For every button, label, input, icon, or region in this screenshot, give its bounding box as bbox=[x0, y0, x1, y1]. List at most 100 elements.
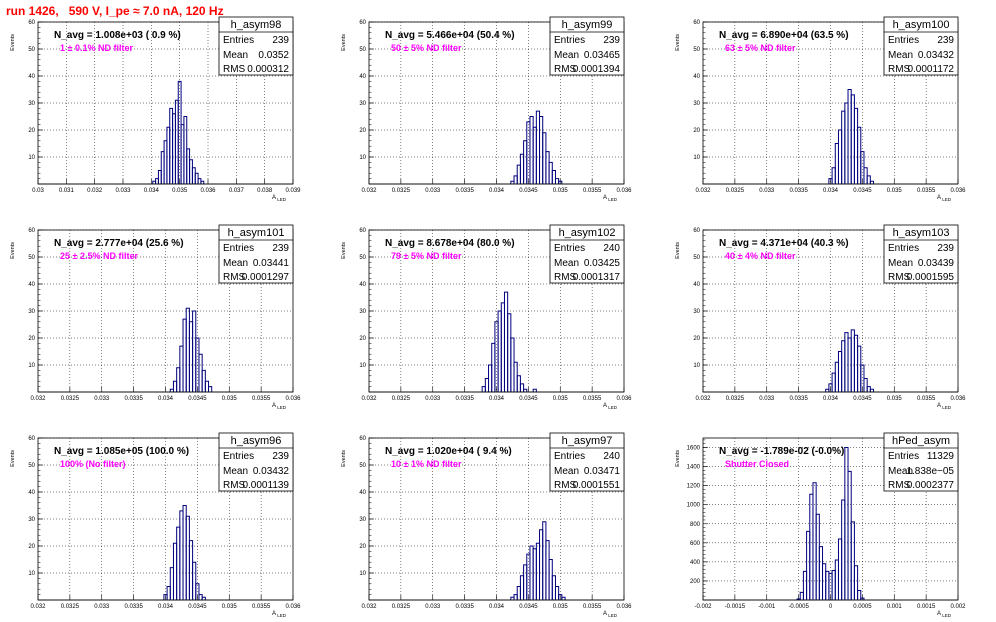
x-tick-label: 0.002 bbox=[950, 604, 966, 610]
histogram-panel-hPed_asym: -0.002 -0.0015 -0.001 -0.0005 0 0.0005 0.001 0.… bbox=[675, 432, 966, 618]
stats-rms-label: RMS bbox=[223, 272, 246, 283]
stats-mean-label: Mean bbox=[888, 50, 913, 61]
n-avg-label: N_avg = 6.890e+04 (63.5 %) bbox=[719, 30, 849, 41]
x-tick-label: 0.0325 bbox=[61, 604, 80, 610]
stats-box bbox=[883, 432, 959, 492]
y-tick-label: 10 bbox=[28, 155, 35, 161]
y-axis-title: Events bbox=[341, 450, 347, 467]
stats-mean-label: Mean bbox=[223, 50, 248, 61]
filter-label: 1 ± 0.1% ND filter bbox=[60, 43, 133, 53]
histogram-bin bbox=[192, 561, 197, 600]
stats-entries-value: 240 bbox=[603, 243, 620, 254]
n-avg-label: N_avg = 2.777e+04 (25.6 %) bbox=[54, 238, 184, 249]
filter-label: 79 ± 5% ND filter bbox=[391, 251, 462, 261]
histogram-bin bbox=[519, 383, 525, 392]
y-tick-label: 50 bbox=[359, 463, 366, 469]
y-tick-label: 40 bbox=[359, 282, 366, 288]
stats-title: h_asym99 bbox=[562, 19, 613, 31]
stats-rms-label: RMS bbox=[223, 480, 246, 491]
x-tick-label: 0.035 bbox=[887, 188, 903, 194]
stats-entries-value: 239 bbox=[937, 243, 954, 254]
stats-rms-value: 0.0001394 bbox=[573, 64, 621, 75]
stats-mean-label: Mean bbox=[888, 466, 913, 477]
x-tick-label: 0.036 bbox=[616, 396, 632, 402]
y-axis-title: Events bbox=[675, 34, 681, 51]
x-tick-label: 0.0325 bbox=[726, 396, 745, 402]
histogram-panel-h_asym96: 0.032 0.0325 0.033 0.0335 0.034 0.0345 0.035 0.… bbox=[10, 432, 301, 618]
stats-mean-label: Mean bbox=[223, 466, 248, 477]
x-axis-title: A LED bbox=[937, 611, 952, 618]
y-tick-label: 60 bbox=[28, 436, 35, 442]
stats-entries-label: Entries bbox=[223, 451, 254, 462]
x-tick-label: 0.035 bbox=[887, 396, 903, 402]
x-tick-label: 0.033 bbox=[115, 188, 131, 194]
x-tick-label: 0.0355 bbox=[583, 188, 602, 194]
filter-label: Shutter Closed bbox=[725, 459, 789, 469]
x-tick-label: 0.033 bbox=[759, 188, 775, 194]
stats-rms-value: 0.0001139 bbox=[242, 480, 289, 491]
y-tick-label: 20 bbox=[28, 128, 35, 134]
x-tick-label: 0.0355 bbox=[917, 396, 936, 402]
x-tick-label: 0.034 bbox=[489, 396, 505, 402]
histogram-bin bbox=[869, 388, 875, 392]
x-tick-label: 0.035 bbox=[172, 188, 188, 194]
stats-entries-value: 240 bbox=[603, 451, 620, 462]
y-tick-label: 20 bbox=[693, 128, 700, 134]
x-tick-label: 0.03 bbox=[32, 188, 44, 194]
x-axis-title-main: A bbox=[603, 195, 607, 201]
y-axis-title: Events bbox=[10, 242, 16, 259]
y-tick-label: 1200 bbox=[687, 484, 701, 490]
histogram-bin bbox=[860, 597, 865, 600]
histogram-bin bbox=[869, 180, 875, 184]
y-tick-label: 60 bbox=[28, 20, 35, 26]
x-tick-label: 0.031 bbox=[59, 188, 75, 194]
stats-entries-label: Entries bbox=[223, 243, 254, 254]
y-axis-title: Events bbox=[675, 242, 681, 259]
x-tick-label: 0.032 bbox=[30, 396, 46, 402]
y-tick-label: 40 bbox=[359, 74, 366, 80]
y-tick-label: 50 bbox=[28, 255, 35, 261]
stats-box bbox=[549, 224, 625, 284]
histogram-bin bbox=[853, 565, 859, 600]
stats-mean-value: 0.03441 bbox=[253, 258, 290, 269]
x-tick-label: 0.0345 bbox=[519, 188, 538, 194]
y-tick-label: 50 bbox=[693, 255, 700, 261]
x-axis-title: A LED bbox=[272, 195, 287, 202]
y-tick-label: 20 bbox=[28, 544, 35, 550]
x-axis-title-sub: LED bbox=[607, 197, 618, 202]
x-tick-label: 0.034 bbox=[823, 188, 839, 194]
x-tick-label: 0.0345 bbox=[519, 604, 538, 610]
y-tick-label: 60 bbox=[359, 20, 366, 26]
stats-title: h_asym102 bbox=[559, 227, 616, 239]
x-axis-title: A LED bbox=[937, 403, 952, 410]
y-tick-label: 30 bbox=[28, 101, 35, 107]
y-tick-label: 30 bbox=[28, 309, 35, 315]
x-axis-title-main: A bbox=[937, 611, 941, 617]
stats-mean-value: 0.03432 bbox=[253, 466, 290, 477]
stats-rms-value: 0.0002377 bbox=[907, 480, 955, 491]
x-tick-label: 0.032 bbox=[361, 396, 377, 402]
y-tick-label: 30 bbox=[28, 517, 35, 523]
filter-label: 63 ± 5% ND filter bbox=[725, 43, 796, 53]
stats-rms-label: RMS bbox=[888, 480, 911, 491]
stats-entries-label: Entries bbox=[888, 243, 919, 254]
x-axis-title-sub: LED bbox=[276, 613, 287, 618]
stats-mean-label: Mean bbox=[554, 258, 579, 269]
y-axis-title: Events bbox=[675, 450, 681, 467]
stats-entries-value: 239 bbox=[603, 35, 620, 46]
stats-box bbox=[218, 16, 294, 76]
y-tick-label: 30 bbox=[693, 101, 700, 107]
y-tick-label: 10 bbox=[359, 155, 366, 161]
y-tick-label: 50 bbox=[693, 47, 700, 53]
x-axis-title-main: A bbox=[603, 403, 607, 409]
x-tick-label: 0.035 bbox=[553, 188, 569, 194]
stats-title: h_asym97 bbox=[562, 435, 613, 447]
page-title: run 1426, 590 V, I_pe ≈ 7.0 nA, 120 Hz bbox=[6, 4, 224, 18]
x-tick-label: 0.034 bbox=[144, 188, 160, 194]
histogram-bin bbox=[195, 583, 200, 600]
filter-label: 10 ± 1% ND filter bbox=[391, 459, 462, 469]
x-axis-title-main: A bbox=[937, 403, 941, 409]
histogram-bin bbox=[200, 180, 205, 184]
n-avg-label: N_avg = 4.371e+04 (40.3 %) bbox=[719, 238, 849, 249]
